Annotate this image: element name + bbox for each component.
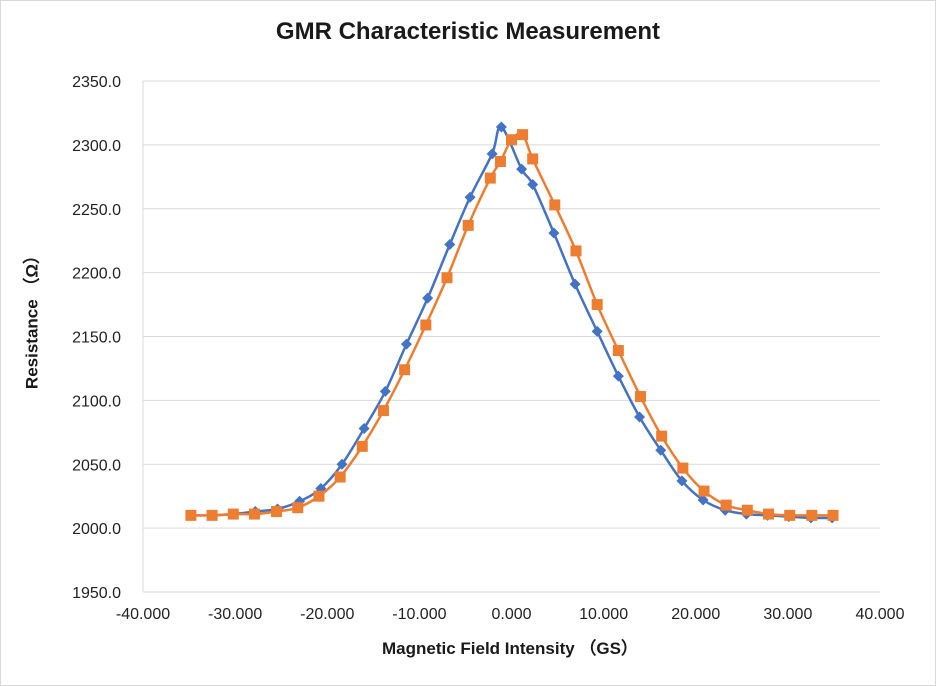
chart-title: GMR Characteristic Measurement xyxy=(275,18,661,45)
data-point-series-1 xyxy=(379,385,391,397)
data-point-series-2 xyxy=(248,508,260,520)
data-point-series-1 xyxy=(464,191,476,203)
data-point-series-2 xyxy=(271,506,283,518)
data-point-series-1 xyxy=(336,458,348,470)
y-tick-label: 2250.0 xyxy=(72,202,121,219)
y-tick-label: 2150.0 xyxy=(72,330,121,347)
data-point-series-2 xyxy=(784,509,796,521)
data-point-series-1 xyxy=(527,178,539,190)
x-tick-label: 10.000 xyxy=(579,606,628,623)
series-layer xyxy=(185,121,839,524)
x-tick-label: 30.000 xyxy=(763,606,812,623)
data-point-series-1 xyxy=(591,325,603,337)
data-point-series-2 xyxy=(527,153,539,165)
data-point-series-1 xyxy=(516,163,528,175)
data-point-series-1 xyxy=(548,227,560,239)
data-point-series-2 xyxy=(806,509,818,521)
series-line-2 xyxy=(190,132,834,517)
x-tick-label: -10.000 xyxy=(392,606,446,623)
data-point-series-2 xyxy=(185,509,197,521)
data-point-series-2 xyxy=(377,405,389,417)
data-point-series-2 xyxy=(441,272,453,284)
data-point-series-2 xyxy=(506,134,517,146)
y-tick-label: 2200.0 xyxy=(72,266,121,283)
data-point-series-2 xyxy=(356,440,368,452)
data-point-series-2 xyxy=(334,471,346,483)
x-tick-label: 0.000 xyxy=(491,606,531,623)
x-tick-label: 40.000 xyxy=(856,606,905,623)
data-point-series-2 xyxy=(634,391,646,403)
data-point-series-2 xyxy=(227,508,239,520)
data-point-series-2 xyxy=(494,155,506,167)
x-tick-label: -20.000 xyxy=(300,606,354,623)
x-tick-label: 20.000 xyxy=(671,606,720,623)
data-point-series-2 xyxy=(612,345,624,357)
y-tick-label: 2350.0 xyxy=(72,74,121,91)
data-point-series-2 xyxy=(763,508,775,520)
data-point-series-2 xyxy=(292,502,304,514)
data-point-series-2 xyxy=(484,172,496,184)
data-point-series-2 xyxy=(206,509,218,521)
data-point-series-1 xyxy=(655,444,667,456)
y-tick-label: 2050.0 xyxy=(72,457,121,474)
data-point-series-2 xyxy=(827,509,839,521)
data-point-series-2 xyxy=(420,319,432,331)
data-point-series-1 xyxy=(422,292,434,304)
data-point-series-1 xyxy=(697,494,709,506)
data-point-series-1 xyxy=(486,148,498,160)
y-tick-label: 1950.0 xyxy=(72,585,121,602)
data-point-series-2 xyxy=(570,245,582,257)
data-point-series-1 xyxy=(634,411,646,423)
data-point-series-2 xyxy=(591,299,603,311)
x-tick-label: -40.000 xyxy=(116,606,170,623)
x-axis-label: Magnetic Field Intensity （GS） xyxy=(382,639,638,658)
data-point-series-1 xyxy=(358,422,370,434)
data-point-series-2 xyxy=(313,490,325,502)
data-point-series-1 xyxy=(569,278,581,290)
data-point-series-2 xyxy=(462,219,474,231)
data-point-series-2 xyxy=(399,364,411,376)
data-point-series-2 xyxy=(741,504,753,516)
data-point-series-2 xyxy=(517,129,529,141)
data-point-series-2 xyxy=(549,199,561,211)
data-point-series-1 xyxy=(444,239,456,251)
x-tick-label: -30.000 xyxy=(208,606,262,623)
data-point-series-2 xyxy=(656,430,668,442)
data-point-series-1 xyxy=(495,121,507,133)
y-tick-labels: 1950.0 2000.0 2050.0 2100.0 2150.0 2200.0 2250… xyxy=(72,74,121,602)
data-point-series-2 xyxy=(720,499,732,511)
data-point-series-1 xyxy=(676,475,688,487)
data-point-series-1 xyxy=(612,370,624,382)
data-point-series-2 xyxy=(698,485,710,497)
y-tick-label: 2100.0 xyxy=(72,393,121,410)
data-point-series-1 xyxy=(400,338,412,350)
y-tick-label: 2000.0 xyxy=(72,521,121,538)
series-line-1 xyxy=(190,125,833,520)
data-point-series-2 xyxy=(677,462,689,474)
x-tick-labels: -40.000 -30.000 -20.000 -10.000 0.000 10.000 2… xyxy=(116,606,905,623)
y-tick-label: 2300.0 xyxy=(72,138,121,155)
